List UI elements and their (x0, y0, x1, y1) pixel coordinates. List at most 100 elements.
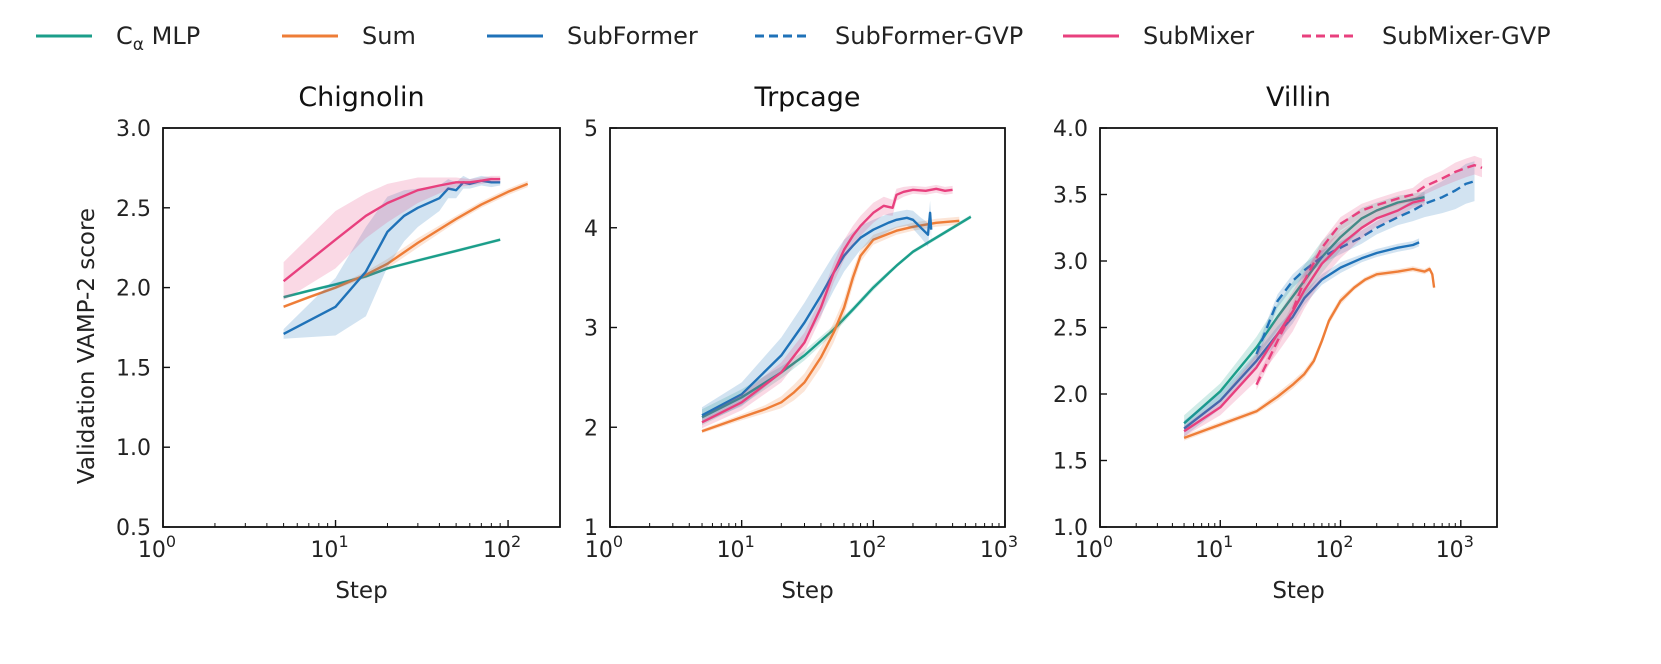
plot-area (282, 175, 529, 339)
band-submixer (1184, 194, 1425, 437)
band-subformer (702, 200, 932, 424)
panel-title: Chignolin (298, 82, 424, 113)
panel-title: Trpcage (754, 82, 861, 113)
x-tick-base: 10 (1075, 538, 1103, 563)
legend-entry-submixer: SubMixer (1063, 22, 1254, 50)
line-submixer_gvp (1255, 163, 1483, 386)
legend-entry-subformer: SubFormer (487, 22, 698, 50)
axes-frame (162, 127, 561, 528)
y-tick-label: 1.0 (1053, 516, 1088, 541)
legend-entry-submixer_gvp: SubMixer-GVP (1302, 22, 1551, 50)
band-subformer_gvp (1256, 161, 1475, 361)
x-tick-exponent: 1 (1223, 532, 1233, 551)
x-tick-base: 10 (848, 538, 876, 563)
plot-area (701, 184, 972, 434)
x-tick-base: 10 (1195, 538, 1223, 563)
x-tick-label: 101 (1195, 532, 1233, 563)
x-tick-label: 100 (138, 532, 176, 563)
line-submixer (1183, 198, 1425, 433)
x-tick-label: 102 (848, 532, 886, 563)
y-tick-label: 3.0 (116, 117, 151, 142)
legend-label-subscript: α (133, 35, 144, 55)
x-tick-base: 10 (138, 538, 166, 563)
y-tick-label: 3 (584, 317, 598, 342)
legend-label-submixer_gvp: SubMixer-GVP (1382, 22, 1551, 50)
y-tick-label: 4.0 (1053, 117, 1088, 142)
y-tick-label: 4 (584, 217, 598, 242)
x-tick-exponent: 3 (1008, 532, 1018, 551)
x-axis-label: Step (781, 578, 833, 604)
x-tick-base: 10 (717, 538, 745, 563)
x-tick-label: 101 (310, 532, 348, 563)
y-tick-label: 2.0 (1053, 383, 1088, 408)
y-tick-label: 1.5 (1053, 450, 1088, 475)
x-tick-exponent: 0 (166, 532, 176, 551)
x-tick-exponent: 2 (1343, 532, 1353, 551)
band-calpha_mlp (1184, 191, 1425, 432)
y-tick-label: 0.5 (116, 516, 151, 541)
legend-entry-sum: Sum (282, 22, 416, 50)
band-submixer_gvp (1256, 155, 1482, 390)
legend-label-rest: MLP (144, 22, 200, 50)
x-tick-exponent: 2 (511, 532, 521, 551)
legend-entry-subformer_gvp: SubFormer-GVP (755, 22, 1023, 50)
y-tick-label: 2.0 (116, 277, 151, 302)
line-submixer (282, 177, 501, 283)
y-tick-label: 1.0 (116, 436, 151, 461)
line-subformer (701, 211, 933, 417)
x-tick-label: 101 (717, 532, 755, 563)
x-tick-exponent: 0 (1103, 532, 1113, 551)
x-tick-label: 100 (585, 532, 623, 563)
x-tick-exponent: 1 (745, 532, 755, 551)
plot-area (1183, 155, 1483, 441)
line-sum (283, 182, 529, 308)
line-sum (1183, 267, 1436, 440)
y-tick-label: 1.5 (116, 356, 151, 381)
x-tick-base: 10 (980, 538, 1008, 563)
legend-label-subformer_gvp: SubFormer-GVP (835, 22, 1023, 50)
x-tick-label: 102 (483, 532, 521, 563)
x-tick-base: 10 (310, 538, 338, 563)
legend-label-sum: Sum (362, 22, 416, 50)
x-tick-exponent: 3 (1464, 532, 1474, 551)
panel-title: Villin (1266, 82, 1331, 113)
band-submixer (702, 184, 953, 429)
y-tick-label: 2.5 (1053, 317, 1088, 342)
band-subformer (283, 175, 501, 339)
legend-label-subformer: SubFormer (567, 22, 698, 50)
legend-label-main: C (116, 22, 133, 50)
y-tick-label: 5 (584, 117, 598, 142)
y-tick-label: 2.5 (116, 197, 151, 222)
y-tick-label: 3.5 (1053, 184, 1088, 209)
legend-label-submixer: SubMixer (1143, 22, 1254, 50)
y-tick-label: 3.0 (1053, 250, 1088, 275)
x-axis-label: Step (1272, 578, 1324, 604)
legend: Cα MLP Sum SubFormer SubFormer-GVP SubMixer S… (36, 22, 1551, 55)
x-tick-exponent: 2 (876, 532, 886, 551)
x-tick-label: 103 (1436, 532, 1474, 563)
x-tick-base: 10 (585, 538, 613, 563)
legend-entry-calpha_mlp: Cα MLP (36, 22, 200, 55)
line-sum (701, 219, 960, 433)
x-tick-label: 103 (980, 532, 1018, 563)
x-tick-exponent: 1 (338, 532, 348, 551)
x-tick-base: 10 (1436, 538, 1464, 563)
x-tick-base: 10 (483, 538, 511, 563)
x-tick-label: 100 (1075, 532, 1113, 563)
y-axis-label: Validation VAMP-2 score (74, 208, 100, 484)
line-submixer (701, 187, 953, 424)
legend-label-calpha_mlp: Cα MLP (116, 22, 200, 55)
line-subformer (1183, 241, 1420, 430)
x-axis-label: Step (335, 578, 387, 604)
y-tick-label: 1 (584, 516, 598, 541)
x-tick-label: 102 (1315, 532, 1353, 563)
y-tick-label: 2 (584, 416, 598, 441)
line-subformer_gvp (1255, 180, 1475, 355)
x-tick-base: 10 (1315, 538, 1343, 563)
line-calpha_mlp (283, 238, 501, 299)
